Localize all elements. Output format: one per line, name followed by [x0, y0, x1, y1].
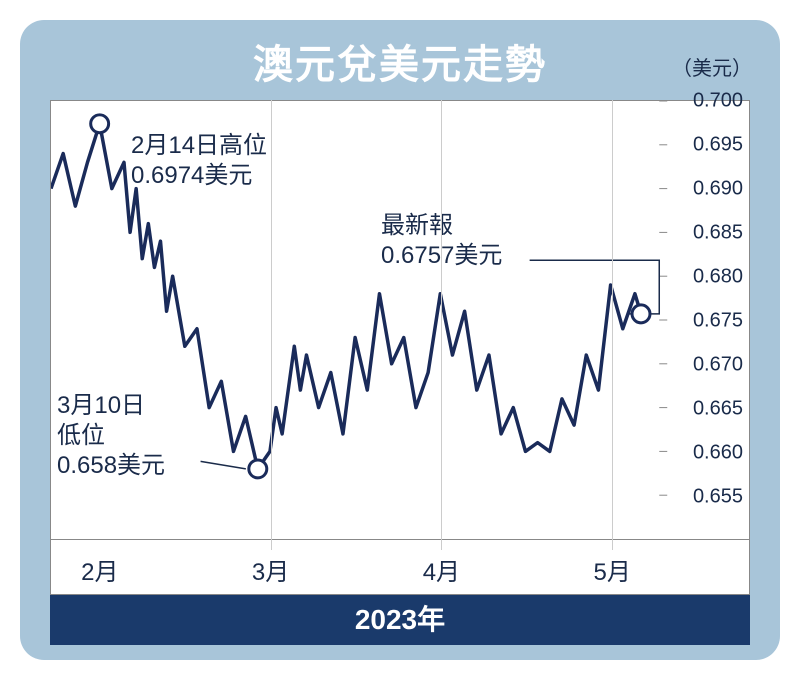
y-tick-label: 0.680: [693, 266, 743, 289]
chart-title: 澳元兌美元走勢: [20, 32, 780, 90]
plot-area: 0.7000.6950.6900.6850.6800.6750.6700.665…: [50, 100, 750, 540]
annotation-low-value: 0.658美元: [57, 451, 165, 481]
annotation-high-value: 0.6974美元: [131, 161, 267, 191]
y-tick-label: 0.665: [693, 398, 743, 421]
low-marker: [249, 460, 267, 478]
annotation-high: 2月14日高位 0.6974美元: [131, 131, 267, 191]
y-tick-label: 0.700: [693, 90, 743, 113]
y-tick-label: 0.695: [693, 134, 743, 157]
x-tick-label: 4月: [423, 552, 460, 587]
y-tick-label: 0.660: [693, 442, 743, 465]
chart-card: 澳元兌美元走勢 （美元） 0.700 0.695 0.690 0.685 0.680 0.…: [20, 20, 780, 660]
year-label: 2023年: [50, 595, 750, 645]
y-tick-label: 0.670: [693, 354, 743, 377]
y-tick-label: 0.655: [693, 486, 743, 509]
x-gridline: [612, 100, 613, 550]
x-tick-label: 2月: [81, 552, 118, 587]
annotation-low: 3月10日 低位 0.658美元: [57, 391, 165, 481]
annotation-low-label: 低位: [57, 421, 165, 451]
x-axis: 2月 3月 4月 5月: [50, 540, 750, 595]
y-tick-label: 0.690: [693, 178, 743, 201]
unit-label: （美元）: [672, 52, 752, 81]
x-gridline: [441, 100, 442, 550]
y-tick-label: 0.685: [693, 222, 743, 245]
x-gridline: [271, 100, 272, 550]
y-tick-label: 0.675: [693, 310, 743, 333]
annotation-high-date: 2月14日高位: [131, 131, 267, 161]
high-marker: [91, 115, 109, 133]
x-tick-label: 3月: [252, 552, 289, 587]
annotation-low-date: 3月10日: [57, 391, 165, 421]
x-tick-label: 5月: [594, 552, 631, 587]
latest-marker: [632, 305, 650, 323]
